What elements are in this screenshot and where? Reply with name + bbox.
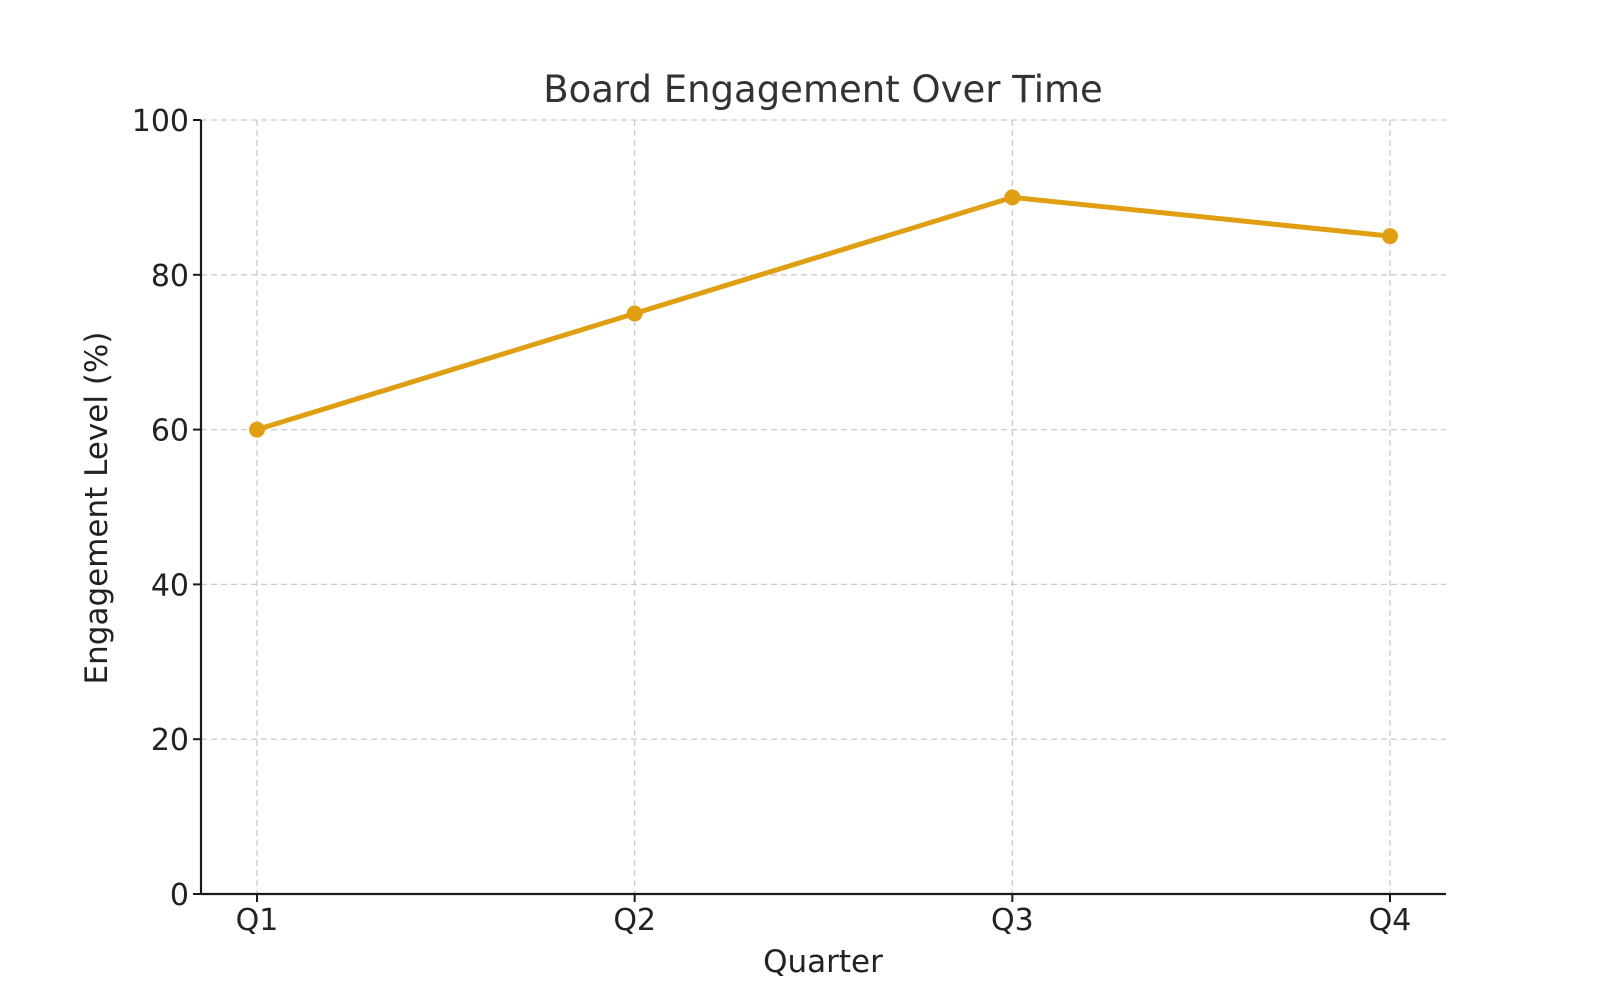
- y-axis-label: Engagement Level (%): [79, 332, 115, 685]
- data-point: [249, 421, 265, 438]
- x-axis-label: Quarter: [763, 944, 883, 980]
- y-tick-label: 0: [170, 878, 189, 913]
- chart-title: Board Engagement Over Time: [543, 68, 1103, 111]
- y-tick-label: 80: [151, 259, 189, 294]
- data-point: [1382, 228, 1398, 245]
- series-line: [254, 194, 1393, 433]
- x-tick-label: Q4: [1369, 903, 1412, 938]
- y-tick-label: 20: [151, 723, 189, 758]
- grid: [201, 119, 1446, 894]
- y-tick-label: 100: [132, 104, 189, 139]
- x-tick-label: Q3: [991, 903, 1034, 938]
- data-point: [626, 305, 643, 322]
- y-tick-label: 60: [151, 414, 189, 449]
- y-tick-label: 40: [151, 568, 189, 603]
- data-point: [1004, 189, 1021, 206]
- x-tick-label: Q1: [236, 903, 279, 938]
- axes: 0 20 40 60 80 100 Q1 Q2 Q3 Q4: [132, 104, 1446, 938]
- x-tick-label: Q2: [613, 903, 656, 938]
- series-layer: [249, 189, 1398, 438]
